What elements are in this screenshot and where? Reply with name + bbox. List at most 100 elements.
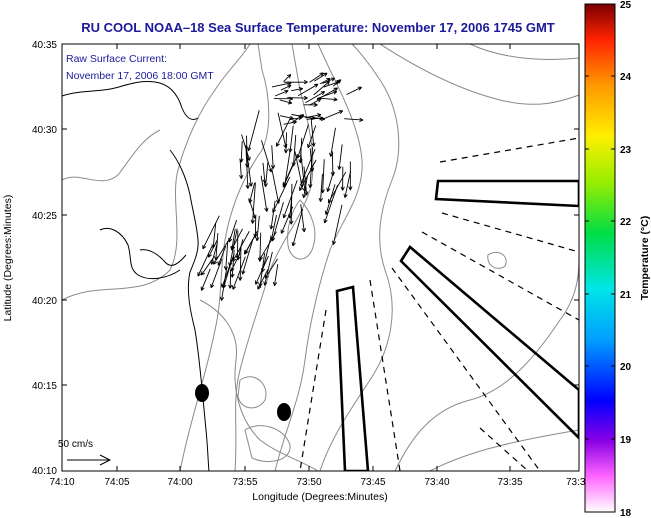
current-vector-arrow [309, 72, 324, 83]
contour-line [199, 299, 319, 471]
contour-line [287, 199, 316, 260]
x-tick-label: 74:10 [49, 477, 74, 488]
current-vector-arrow [297, 83, 319, 97]
y-tick-label: 40:30 [32, 125, 57, 136]
current-vector-arrow [308, 147, 313, 189]
contour-line [62, 44, 251, 301]
current-vector-arrow [323, 184, 338, 224]
axis-tick-marks [62, 44, 579, 471]
current-vector-arrow [239, 158, 244, 179]
x-tick-label: 73:50 [296, 477, 321, 488]
current-vector-arrow [275, 117, 292, 147]
current-vector-arrow [331, 204, 343, 245]
colorbar-tick-label: 18 [620, 508, 632, 518]
current-vector-arrow [200, 258, 214, 276]
current-vector-arrow [271, 81, 292, 88]
transect-dashed-line [439, 137, 579, 163]
current-vector-arrow [213, 236, 232, 265]
colorbar-label: Temperature (°C) [639, 216, 651, 301]
current-vector-arrow [274, 89, 289, 97]
x-tick-label: 74:00 [167, 477, 192, 488]
y-tick-label: 40:20 [32, 296, 57, 307]
contour-line [487, 251, 507, 269]
current-vector-arrow [282, 165, 293, 187]
current-vector-arrow [250, 182, 256, 224]
contour-line [274, 44, 363, 471]
outlined-zones [335, 179, 579, 471]
current-vector-arrow [279, 99, 293, 105]
current-vector-arrow [263, 251, 273, 286]
x-tick-label: 74:05 [104, 477, 129, 488]
current-vector-arrow [291, 114, 305, 124]
current-vector-arrow [346, 86, 362, 96]
current-vector-arrow [219, 267, 228, 301]
outlined-zone [399, 245, 579, 440]
y-tick-label: 40:25 [32, 211, 57, 222]
current-vector-arrow [307, 125, 317, 149]
current-vector-arrow [257, 268, 269, 290]
outlined-zone [434, 179, 579, 208]
current-vector-arrow [303, 102, 318, 107]
current-vector-arrow [244, 231, 258, 255]
current-vector-arrow [302, 176, 308, 199]
contour-line [62, 129, 161, 182]
current-vector-arrow [282, 180, 298, 219]
current-vector-arrow [221, 253, 235, 288]
current-vector-arrow [283, 74, 292, 83]
current-vector-arrow [283, 132, 289, 154]
current-vector-arrow [332, 79, 342, 87]
current-vector-arrow [238, 245, 243, 281]
current-vector-arrow [228, 269, 233, 289]
current-vector-arrow [344, 117, 364, 122]
buoy-markers [195, 384, 291, 421]
current-vector-arrow [298, 137, 303, 164]
current-vector-arrow [232, 256, 246, 290]
current-vector-arrow [300, 204, 306, 233]
transect-dashed-line [391, 267, 541, 471]
current-vector-arrow [272, 176, 291, 213]
buoy-marker [277, 403, 291, 421]
transect-dashed-lines [299, 137, 579, 471]
current-vector-arrow [247, 110, 260, 152]
colorbar-tick-label: 22 [620, 217, 632, 228]
current-vector-arrow [200, 268, 211, 291]
temperature-colorbar: 18 19 20 21 22 23 24 25 Temperature (°C) [584, 0, 651, 518]
current-vector-arrow [296, 124, 309, 159]
current-vector-arrow [320, 159, 325, 194]
current-vector-arrow [245, 146, 250, 189]
x-tick-label: 73:35 [497, 477, 522, 488]
current-vector-arrow [269, 200, 276, 230]
current-vector-arrow [322, 110, 344, 120]
coastline-segment [99, 227, 181, 280]
annotation-line-1: Raw Surface Current: [66, 53, 167, 65]
transect-dashed-line [421, 231, 579, 321]
current-vector-arrow [314, 72, 328, 82]
current-vector-arrow [291, 135, 297, 167]
current-vector-arrow [270, 145, 276, 169]
current-vector-arrow [248, 182, 256, 204]
current-vector-arrow [305, 91, 326, 104]
colorbar-tick-label: 24 [620, 72, 632, 83]
coastline-segment [139, 249, 187, 266]
current-vector-arrow [202, 215, 220, 250]
current-vector-arrow [287, 95, 308, 101]
scale-label: 50 cm/s [58, 439, 93, 450]
current-vector-arrow [230, 228, 236, 251]
current-vector-arrow [223, 241, 229, 271]
y-tick-label: 40:35 [32, 40, 57, 51]
current-vector-arrow [312, 116, 326, 121]
current-vector-arrow [264, 258, 278, 279]
current-vector-arrow [239, 140, 244, 163]
current-vector-arrow [272, 264, 279, 287]
x-axis-tick-labels: 74:10 74:05 74:00 73:55 73:50 73:45 73:4… [49, 477, 585, 488]
contour-line [319, 44, 400, 471]
figure-title: RU COOL NOAA–18 Sea Surface Temperature:… [81, 20, 555, 35]
y-axis-label: Latitude (Degrees:Minutes) [2, 195, 14, 322]
current-vector-arrow [291, 208, 304, 247]
current-vector-arrow [318, 173, 323, 202]
current-vector-arrow [348, 161, 353, 191]
colorbar-tick-label: 21 [620, 290, 632, 301]
current-vector-arrow [289, 183, 294, 225]
current-vector-arrow [343, 170, 352, 198]
